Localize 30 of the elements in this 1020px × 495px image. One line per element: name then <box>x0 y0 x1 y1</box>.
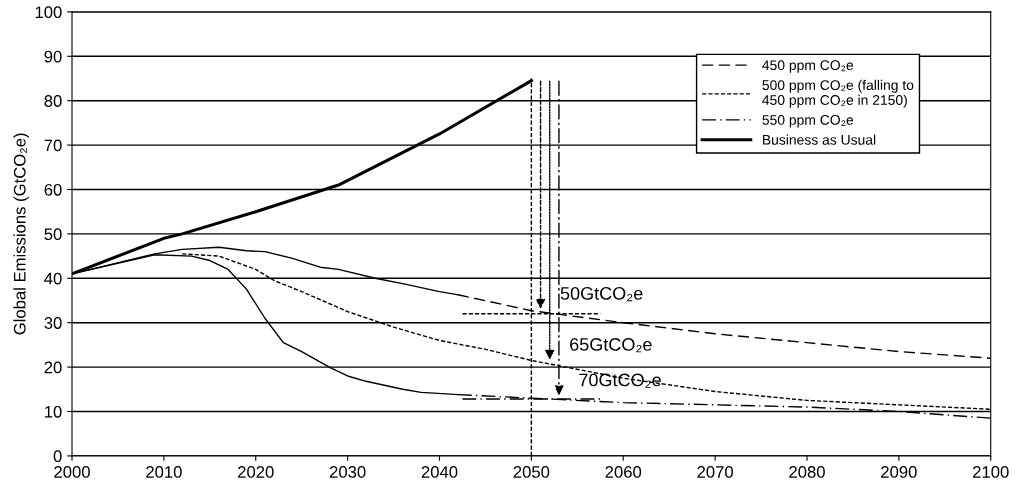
annotation: 70GtCO₂e <box>579 373 661 388</box>
legend-label: 500 ppm CO₂e (falling to 450 ppm CO₂e in 2150) <box>762 79 914 108</box>
y-tick-label: 60 <box>44 183 62 196</box>
legend-label: Business as Usual <box>762 134 876 145</box>
y-tick-label: 0 <box>53 450 62 463</box>
x-tick-label: 2090 <box>881 466 917 478</box>
y-tick-label: 50 <box>44 228 62 241</box>
annotation: 65GtCO₂e <box>570 338 652 353</box>
x-tick-label: 2010 <box>146 466 182 478</box>
x-tick-label: 2100 <box>973 466 1009 478</box>
legend-label: 550 ppm CO₂e <box>762 115 854 128</box>
x-tick-label: 2000 <box>54 466 90 478</box>
x-tick-label: 2040 <box>421 466 458 478</box>
y-tick-label: 100 <box>35 6 62 19</box>
y-tick-label: 20 <box>44 361 62 374</box>
y-tick-label: 90 <box>44 50 62 63</box>
legend-label: 450 ppm CO₂e <box>762 60 854 73</box>
y-tick-label: 40 <box>44 272 62 285</box>
y-tick-label: 10 <box>45 405 62 418</box>
x-tick-label: 2020 <box>238 466 274 478</box>
x-tick-label: 2080 <box>789 466 825 478</box>
x-tick-label: 2070 <box>697 466 733 478</box>
x-tick-label: 2060 <box>605 466 642 478</box>
y-tick-label: 80 <box>44 95 62 107</box>
y-tick-label: 70 <box>44 139 62 152</box>
y-tick-label: 30 <box>44 317 62 329</box>
annotation: 50GtCO₂e <box>560 286 643 302</box>
x-tick-label: 2050 <box>513 466 550 478</box>
y-axis-title: Global Emissions (GtCO₂e) <box>13 133 29 335</box>
x-tick-label: 2030 <box>329 466 366 478</box>
